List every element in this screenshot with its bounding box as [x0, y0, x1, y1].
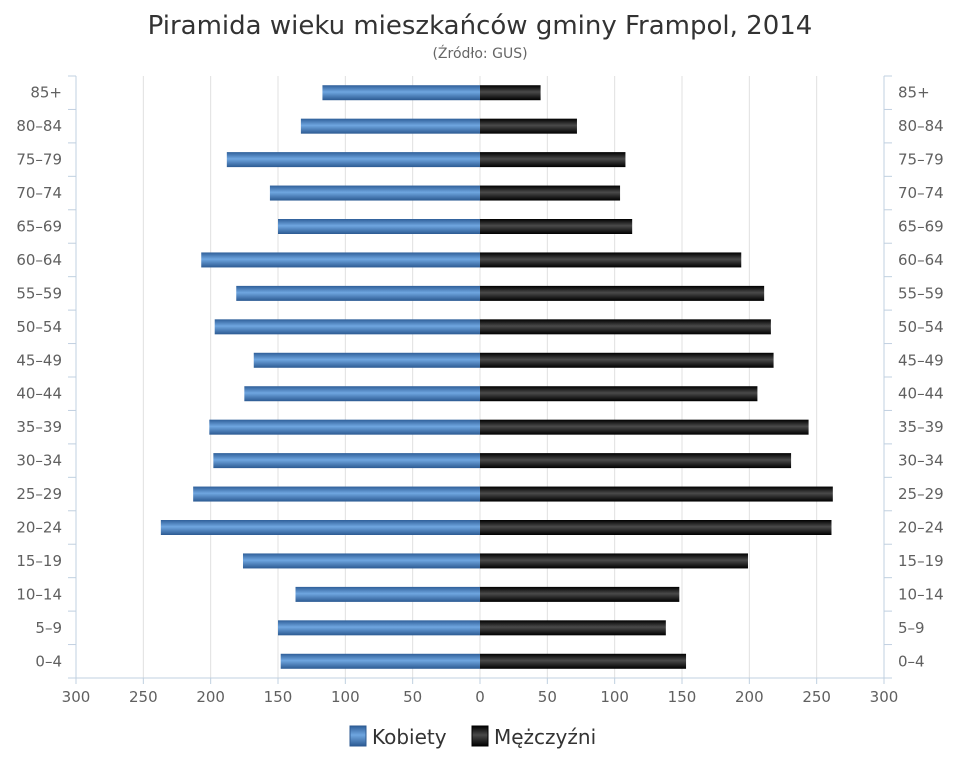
y-label-left-13: 20–24 [16, 519, 62, 537]
y-axis-labels-left: 85+ 80–84 75–79 70–74 65–69 60–64 55–59 50–54 45… [16, 84, 62, 671]
x-label-6: 0 [475, 688, 485, 706]
legend-label-0[interactable]: Kobiety [372, 725, 447, 749]
axes [68, 75, 892, 684]
bar-kobiety-4[interactable] [278, 219, 480, 234]
y-label-right-1: 80–84 [898, 117, 944, 135]
legend-swatch-0[interactable] [349, 725, 367, 747]
x-label-3: 150 [264, 688, 293, 706]
bar-kobiety-13[interactable] [160, 520, 480, 535]
bar-kobiety-12[interactable] [193, 486, 480, 502]
bar-kobiety-5[interactable] [201, 252, 481, 268]
bar-kobiety-16[interactable] [278, 620, 480, 636]
y-label-right-15: 10–14 [898, 585, 944, 603]
bar-mezczyzni-12[interactable] [480, 486, 833, 502]
x-label-12: 300 [870, 688, 899, 706]
y-label-right-0: 85+ [898, 84, 930, 102]
y-label-left-10: 35–39 [16, 418, 62, 436]
bar-kobiety-7[interactable] [214, 319, 480, 335]
x-label-7: 50 [538, 688, 557, 706]
y-label-left-4: 65–69 [16, 218, 62, 236]
x-label-11: 250 [802, 688, 831, 706]
bar-mezczyzni-7[interactable] [480, 319, 771, 335]
chart-subtitle: (Źródło: GUS) [432, 44, 527, 62]
y-label-right-17: 0–4 [898, 652, 925, 670]
y-label-left-0: 85+ [30, 84, 62, 102]
y-label-left-3: 70–74 [16, 184, 62, 202]
bar-mezczyzni-9[interactable] [480, 386, 758, 402]
bar-mezczyzni-8[interactable] [480, 352, 774, 368]
bar-mezczyzni-2[interactable] [480, 152, 626, 168]
y-label-left-9: 40–44 [16, 385, 62, 403]
y-label-left-15: 10–14 [16, 585, 62, 603]
x-label-9: 150 [668, 688, 697, 706]
y-label-left-7: 50–54 [16, 318, 62, 336]
y-label-right-16: 5–9 [898, 619, 925, 637]
x-label-8: 100 [600, 688, 629, 706]
bar-mezczyzni-16[interactable] [480, 620, 666, 636]
legend-swatch-1[interactable] [471, 725, 489, 747]
bars [160, 85, 833, 669]
bar-kobiety-11[interactable] [213, 453, 481, 469]
y-label-left-16: 5–9 [35, 619, 62, 637]
x-label-1: 250 [129, 688, 158, 706]
y-label-right-12: 25–29 [898, 485, 944, 503]
bar-kobiety-6[interactable] [236, 285, 480, 301]
bar-mezczyzni-5[interactable] [480, 252, 742, 268]
bar-mezczyzni-1[interactable] [480, 118, 577, 134]
bar-kobiety-8[interactable] [253, 352, 480, 368]
bar-kobiety-2[interactable] [226, 152, 480, 168]
bar-mezczyzni-11[interactable] [480, 453, 792, 469]
bar-kobiety-9[interactable] [244, 386, 480, 402]
y-label-left-12: 25–29 [16, 485, 62, 503]
y-label-left-6: 55–59 [16, 284, 62, 302]
y-label-right-3: 70–74 [898, 184, 944, 202]
bar-kobiety-3[interactable] [269, 185, 480, 201]
y-label-left-17: 0–4 [35, 652, 62, 670]
y-label-right-13: 20–24 [898, 519, 944, 537]
y-label-right-9: 40–44 [898, 385, 944, 403]
y-label-left-1: 80–84 [16, 117, 62, 135]
bar-mezczyzni-0[interactable] [480, 85, 541, 101]
y-label-right-10: 35–39 [898, 418, 944, 436]
bar-mezczyzni-4[interactable] [480, 219, 633, 234]
legend-label-1[interactable]: Mężczyźni [494, 725, 596, 749]
bar-mezczyzni-14[interactable] [480, 553, 748, 569]
y-label-left-11: 30–34 [16, 452, 62, 470]
y-label-right-8: 45–49 [898, 351, 944, 369]
y-label-right-2: 75–79 [898, 151, 944, 169]
bar-kobiety-10[interactable] [209, 419, 480, 435]
bar-mezczyzni-13[interactable] [480, 520, 832, 535]
y-label-right-5: 60–64 [898, 251, 944, 269]
y-label-right-6: 55–59 [898, 284, 944, 302]
bar-kobiety-0[interactable] [322, 85, 480, 101]
x-label-0: 300 [62, 688, 91, 706]
x-label-5: 50 [403, 688, 422, 706]
y-axis-labels-right: 85+ 80–84 75–79 70–74 65–69 60–64 55–59 50–54 45… [898, 84, 944, 671]
y-label-right-14: 15–19 [898, 552, 944, 570]
x-label-4: 100 [331, 688, 360, 706]
legend: Kobiety Mężczyźni [349, 725, 596, 749]
chart-title: Piramida wieku mieszkańców gminy Frampol… [148, 11, 813, 41]
x-label-10: 200 [735, 688, 764, 706]
x-label-2: 200 [196, 688, 225, 706]
y-label-right-7: 50–54 [898, 318, 944, 336]
bar-mezczyzni-17[interactable] [480, 653, 687, 669]
bar-kobiety-17[interactable] [280, 653, 480, 669]
y-label-right-11: 30–34 [898, 452, 944, 470]
y-label-left-14: 15–19 [16, 552, 62, 570]
y-label-left-5: 60–64 [16, 251, 62, 269]
x-axis-labels: 300 250 200 150 100 50 0 50 100 150 200 250 300 [62, 688, 899, 706]
bar-mezczyzni-15[interactable] [480, 586, 680, 602]
y-label-right-4: 65–69 [898, 218, 944, 236]
y-label-left-2: 75–79 [16, 151, 62, 169]
bar-kobiety-15[interactable] [295, 586, 480, 602]
bar-mezczyzni-6[interactable] [480, 285, 765, 301]
bar-kobiety-14[interactable] [242, 553, 480, 569]
bar-mezczyzni-3[interactable] [480, 185, 621, 201]
bar-mezczyzni-10[interactable] [480, 419, 809, 435]
y-label-left-8: 45–49 [16, 351, 62, 369]
bar-kobiety-1[interactable] [300, 118, 480, 134]
